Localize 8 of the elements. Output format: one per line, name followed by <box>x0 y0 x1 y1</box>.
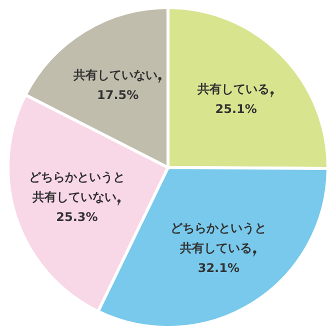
slice-label: 共有している <box>196 82 270 96</box>
data-label: 25.1% <box>215 102 257 116</box>
slice-label: どちらかというと共有していない <box>28 170 125 204</box>
slice-label: 共有していない <box>72 68 158 82</box>
data-label: 17.5% <box>97 88 139 102</box>
slice-label: どちらかというと共有している <box>170 221 267 256</box>
data-label: 32.1% <box>198 261 240 276</box>
data-label: 25.3% <box>56 210 98 224</box>
